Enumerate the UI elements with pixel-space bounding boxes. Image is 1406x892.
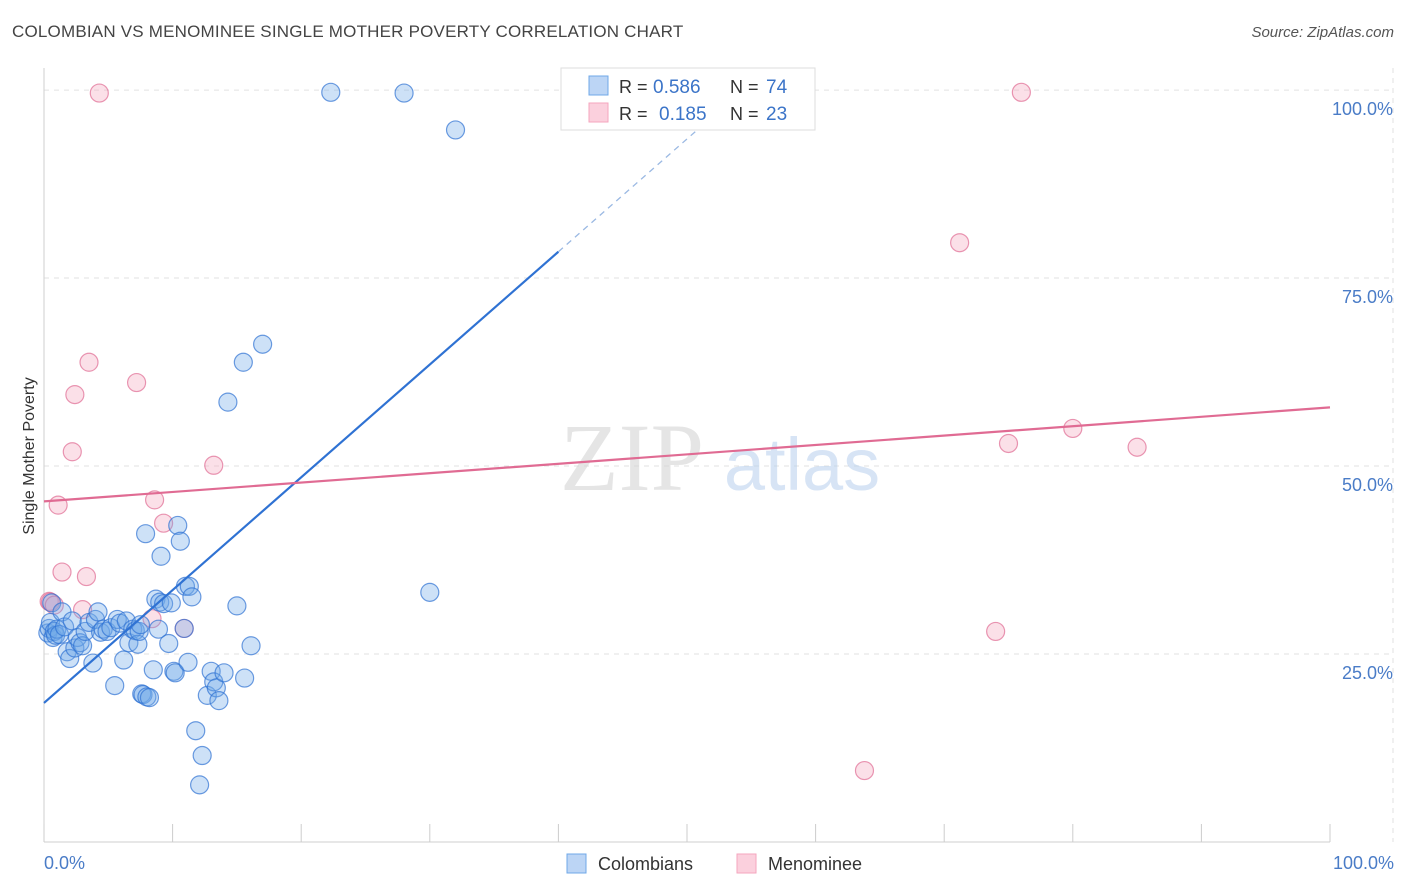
legend-series-label-colombians: Colombians xyxy=(598,854,693,874)
menominee-point xyxy=(79,352,99,372)
colombians-point xyxy=(253,334,273,354)
menominee-point xyxy=(142,609,162,629)
legend-series: Colombians Menominee xyxy=(566,853,862,874)
colombians-point xyxy=(209,691,229,711)
x-axis-ticks xyxy=(43,824,1331,842)
watermark-atlas: atlas xyxy=(724,423,880,506)
menominee-point xyxy=(62,442,82,462)
colombians-point xyxy=(105,675,125,696)
colombians-point xyxy=(148,619,169,639)
legend-n-label: N = xyxy=(730,104,759,124)
colombians-point xyxy=(85,609,106,630)
colombians-point xyxy=(83,653,103,673)
menominee-point xyxy=(153,513,174,533)
colombians-point xyxy=(151,546,171,566)
colombians-point xyxy=(445,120,466,140)
menominee-point xyxy=(1063,418,1083,439)
y-tick-label: 50.0% xyxy=(1342,475,1393,495)
legend-swatch-menominee xyxy=(588,102,609,123)
menominee-point xyxy=(65,385,85,405)
legend-r-value: 0.586 xyxy=(653,77,701,98)
colombians-point xyxy=(70,633,90,653)
colombians-point xyxy=(170,531,190,551)
colombians-point xyxy=(88,602,108,622)
watermark: ZIP atlas xyxy=(560,404,880,511)
menominee-point xyxy=(126,372,147,393)
colombians-point xyxy=(192,745,212,766)
menominee-point xyxy=(1011,82,1031,102)
colombians-point xyxy=(143,660,163,680)
menominee-point xyxy=(854,760,875,781)
colombians-point xyxy=(164,661,184,681)
legend-n-label: N = xyxy=(730,77,759,97)
colombians-point xyxy=(168,515,188,536)
colombians-point xyxy=(129,621,149,642)
legend-series-swatch-menominee xyxy=(736,853,757,874)
colombians-point xyxy=(72,636,93,656)
colombians-point xyxy=(130,615,151,635)
y-tick-labels: 25.0% 50.0% 75.0% 100.0% xyxy=(1332,99,1393,683)
x-tick-labels: 0.0% 100.0% xyxy=(44,853,1394,873)
data-points xyxy=(38,82,1147,795)
colombians-point xyxy=(227,596,247,616)
menominee-point xyxy=(1127,437,1147,457)
colombians-point xyxy=(233,352,253,372)
colombians-point xyxy=(153,594,174,614)
grid-lines xyxy=(44,68,1394,842)
x-tick-label-max: 100.0% xyxy=(1333,853,1394,873)
menominee-trend-line xyxy=(43,406,1331,503)
colombians-point xyxy=(321,82,341,102)
y-tick-label: 100.0% xyxy=(1332,99,1393,119)
menominee-point xyxy=(76,566,97,587)
menominee-point xyxy=(950,233,970,253)
y-tick-label: 75.0% xyxy=(1342,287,1393,307)
y-axis-label: Single Mother Poverty xyxy=(21,377,38,534)
colombians-trend-extension xyxy=(557,115,714,253)
legend-r-label: R = xyxy=(619,77,648,97)
colombians-trend-line xyxy=(43,250,560,704)
colombians-point xyxy=(114,650,134,670)
chart-source: Source: ZipAtlas.com xyxy=(1251,24,1394,41)
menominee-point xyxy=(144,490,165,510)
colombians-point xyxy=(47,619,67,639)
colombians-point xyxy=(54,617,75,637)
x-tick-label-min: 0.0% xyxy=(44,853,85,873)
colombians-point xyxy=(190,775,210,795)
chart-title: COLOMBIAN VS MENOMINEE SINGLE MOTHER POV… xyxy=(12,22,684,41)
colombians-point xyxy=(186,721,206,741)
legend-series-label-menominee: Menominee xyxy=(768,854,862,874)
legend-series-swatch-colombians xyxy=(566,853,587,874)
menominee-point xyxy=(52,562,72,582)
legend-n-value: 23 xyxy=(766,104,787,125)
legend-n-value: 74 xyxy=(766,77,788,98)
colombians-point xyxy=(135,524,156,544)
legend-stats: R = 0.586 N = 74 R = 0.185 N = 23 xyxy=(560,67,816,131)
colombians-point xyxy=(60,648,80,669)
colombians-point xyxy=(174,618,194,639)
colombians-point xyxy=(182,587,202,607)
menominee-point xyxy=(986,621,1006,642)
colombians-point xyxy=(218,392,238,412)
menominee-point xyxy=(204,455,224,475)
trend-lines xyxy=(43,115,1331,704)
colombians-point xyxy=(178,652,198,672)
colombians-point xyxy=(90,622,111,642)
colombians-point xyxy=(161,593,181,613)
colombians-point xyxy=(241,636,261,656)
colombians-point xyxy=(394,83,414,103)
legend-swatch-colombians xyxy=(588,75,609,96)
y-tick-label: 25.0% xyxy=(1342,663,1393,683)
legend-r-label: R = xyxy=(619,104,648,124)
colombians-point xyxy=(159,633,179,654)
legend-r-value: 0.185 xyxy=(659,104,707,125)
colombians-point xyxy=(420,582,440,602)
menominee-point xyxy=(998,433,1019,454)
colombians-point xyxy=(235,668,255,688)
colombians-point xyxy=(165,663,185,683)
colombians-point xyxy=(139,688,160,708)
menominee-point xyxy=(89,83,109,103)
colombians-point xyxy=(214,663,234,683)
